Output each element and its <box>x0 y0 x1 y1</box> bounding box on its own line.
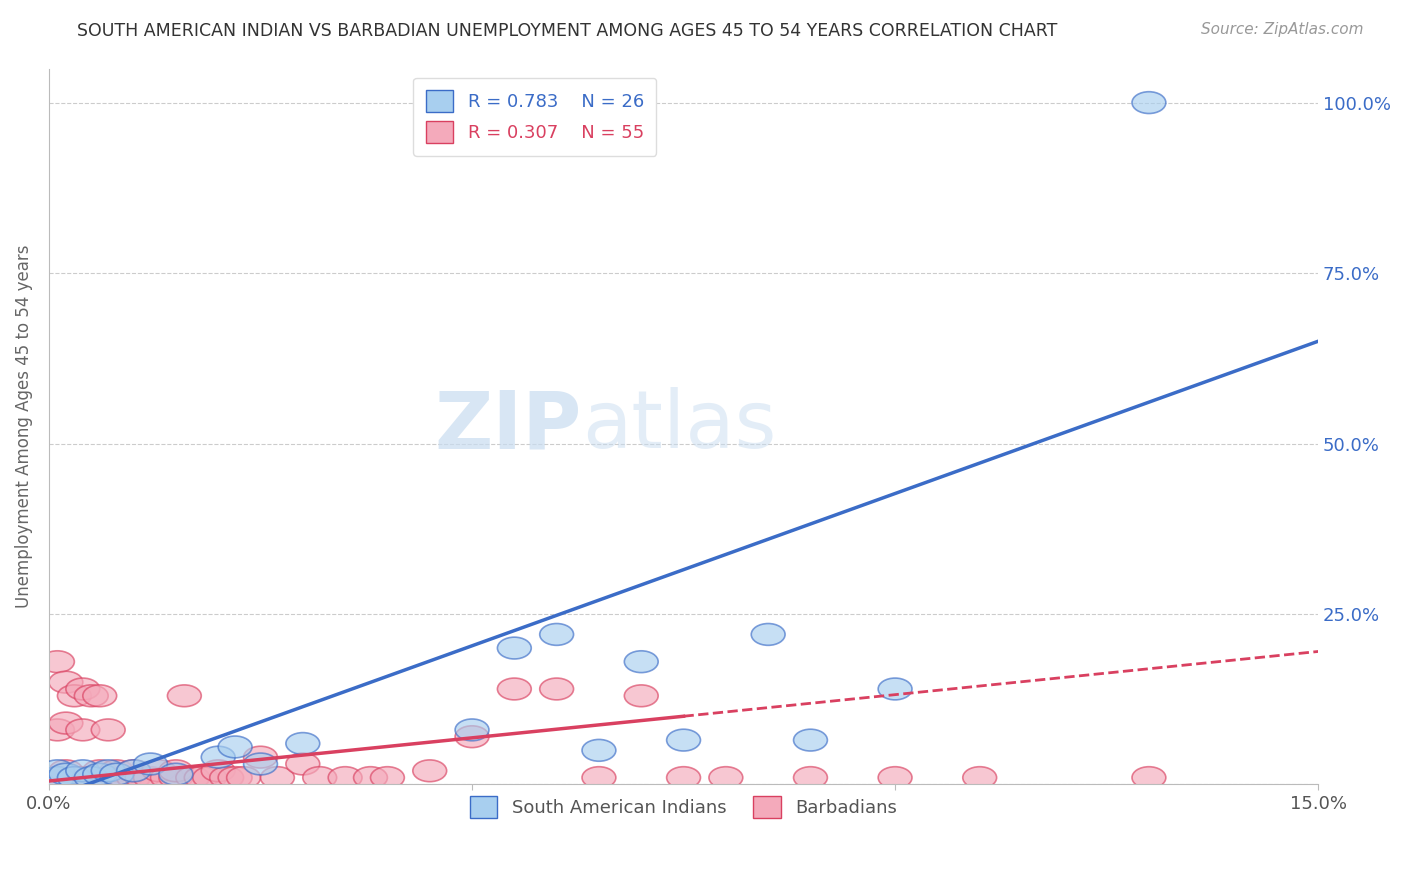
Ellipse shape <box>66 678 100 700</box>
Ellipse shape <box>498 637 531 659</box>
Ellipse shape <box>75 767 108 789</box>
Ellipse shape <box>91 760 125 781</box>
Ellipse shape <box>260 767 294 789</box>
Ellipse shape <box>328 767 361 789</box>
Ellipse shape <box>41 767 75 789</box>
Text: SOUTH AMERICAN INDIAN VS BARBADIAN UNEMPLOYMENT AMONG AGES 45 TO 54 YEARS CORREL: SOUTH AMERICAN INDIAN VS BARBADIAN UNEMP… <box>77 22 1057 40</box>
Ellipse shape <box>709 767 742 789</box>
Ellipse shape <box>209 767 243 789</box>
Ellipse shape <box>582 739 616 761</box>
Ellipse shape <box>66 760 100 781</box>
Ellipse shape <box>117 767 150 789</box>
Ellipse shape <box>456 719 489 740</box>
Ellipse shape <box>624 651 658 673</box>
Ellipse shape <box>456 726 489 747</box>
Ellipse shape <box>285 732 319 755</box>
Ellipse shape <box>75 685 108 706</box>
Ellipse shape <box>49 764 83 785</box>
Ellipse shape <box>498 678 531 700</box>
Text: ZIP: ZIP <box>434 387 582 466</box>
Ellipse shape <box>159 767 193 789</box>
Ellipse shape <box>751 624 785 645</box>
Ellipse shape <box>193 767 226 789</box>
Ellipse shape <box>142 760 176 781</box>
Ellipse shape <box>117 760 150 781</box>
Legend: South American Indians, Barbadians: South American Indians, Barbadians <box>463 789 904 825</box>
Ellipse shape <box>134 753 167 775</box>
Ellipse shape <box>83 764 117 785</box>
Ellipse shape <box>353 767 388 789</box>
Ellipse shape <box>371 767 405 789</box>
Ellipse shape <box>218 767 252 789</box>
Ellipse shape <box>134 767 167 789</box>
Ellipse shape <box>49 712 83 734</box>
Ellipse shape <box>91 767 125 789</box>
Text: Source: ZipAtlas.com: Source: ZipAtlas.com <box>1201 22 1364 37</box>
Ellipse shape <box>285 753 319 775</box>
Ellipse shape <box>666 767 700 789</box>
Ellipse shape <box>125 767 159 789</box>
Ellipse shape <box>150 767 184 789</box>
Ellipse shape <box>666 729 700 751</box>
Ellipse shape <box>793 729 827 751</box>
Ellipse shape <box>159 760 193 781</box>
Ellipse shape <box>1132 92 1166 113</box>
Ellipse shape <box>100 760 134 781</box>
Ellipse shape <box>58 685 91 706</box>
Ellipse shape <box>58 767 91 789</box>
Ellipse shape <box>243 753 277 775</box>
Ellipse shape <box>58 767 91 789</box>
Ellipse shape <box>66 719 100 740</box>
Ellipse shape <box>540 624 574 645</box>
Ellipse shape <box>91 719 125 740</box>
Ellipse shape <box>226 767 260 789</box>
Ellipse shape <box>218 736 252 758</box>
Ellipse shape <box>1132 767 1166 789</box>
Ellipse shape <box>879 767 912 789</box>
Ellipse shape <box>159 764 193 785</box>
Ellipse shape <box>41 651 75 673</box>
Ellipse shape <box>83 685 117 706</box>
Ellipse shape <box>41 760 75 781</box>
Ellipse shape <box>582 767 616 789</box>
Y-axis label: Unemployment Among Ages 45 to 54 years: Unemployment Among Ages 45 to 54 years <box>15 244 32 608</box>
Ellipse shape <box>413 760 447 781</box>
Ellipse shape <box>167 685 201 706</box>
Ellipse shape <box>66 767 100 789</box>
Ellipse shape <box>201 760 235 781</box>
Ellipse shape <box>540 678 574 700</box>
Ellipse shape <box>75 767 108 789</box>
Ellipse shape <box>624 685 658 706</box>
Ellipse shape <box>41 767 75 789</box>
Ellipse shape <box>243 747 277 768</box>
Ellipse shape <box>879 678 912 700</box>
Ellipse shape <box>793 767 827 789</box>
Ellipse shape <box>49 760 83 781</box>
Ellipse shape <box>83 760 117 781</box>
Ellipse shape <box>963 767 997 789</box>
Ellipse shape <box>302 767 336 789</box>
Ellipse shape <box>184 767 218 789</box>
Ellipse shape <box>100 767 134 789</box>
Ellipse shape <box>49 672 83 693</box>
Ellipse shape <box>176 767 209 789</box>
Ellipse shape <box>100 764 134 785</box>
Text: atlas: atlas <box>582 387 776 466</box>
Ellipse shape <box>201 747 235 768</box>
Ellipse shape <box>117 760 150 781</box>
Ellipse shape <box>108 767 142 789</box>
Ellipse shape <box>41 719 75 740</box>
